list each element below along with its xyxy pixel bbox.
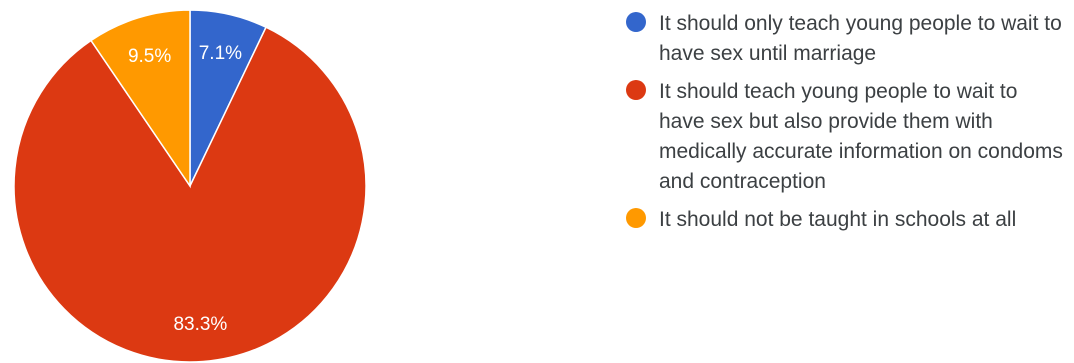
legend-label-0: It should only teach young people to wai… bbox=[659, 12, 1062, 65]
legend-swatch-1 bbox=[626, 80, 646, 100]
slice-value-label-2: 9.5% bbox=[128, 46, 171, 67]
legend-item-2: It should not be taught in schools at al… bbox=[626, 205, 1066, 235]
legend-swatch-2 bbox=[626, 208, 646, 228]
legend-label-1: It should teach young people to wait to … bbox=[659, 80, 1063, 193]
slice-value-label-1: 83.3% bbox=[173, 314, 227, 335]
legend-item-1: It should teach young people to wait to … bbox=[626, 77, 1066, 197]
pie-slice-2 bbox=[89, 9, 191, 189]
legend-swatch-0 bbox=[626, 12, 646, 32]
legend: It should only teach young people to wai… bbox=[626, 9, 1066, 243]
pie-slice-1 bbox=[13, 26, 367, 363]
legend-item-0: It should only teach young people to wai… bbox=[626, 9, 1066, 69]
slice-value-label-0: 7.1% bbox=[199, 43, 242, 64]
legend-label-2: It should not be taught in schools at al… bbox=[659, 208, 1017, 231]
